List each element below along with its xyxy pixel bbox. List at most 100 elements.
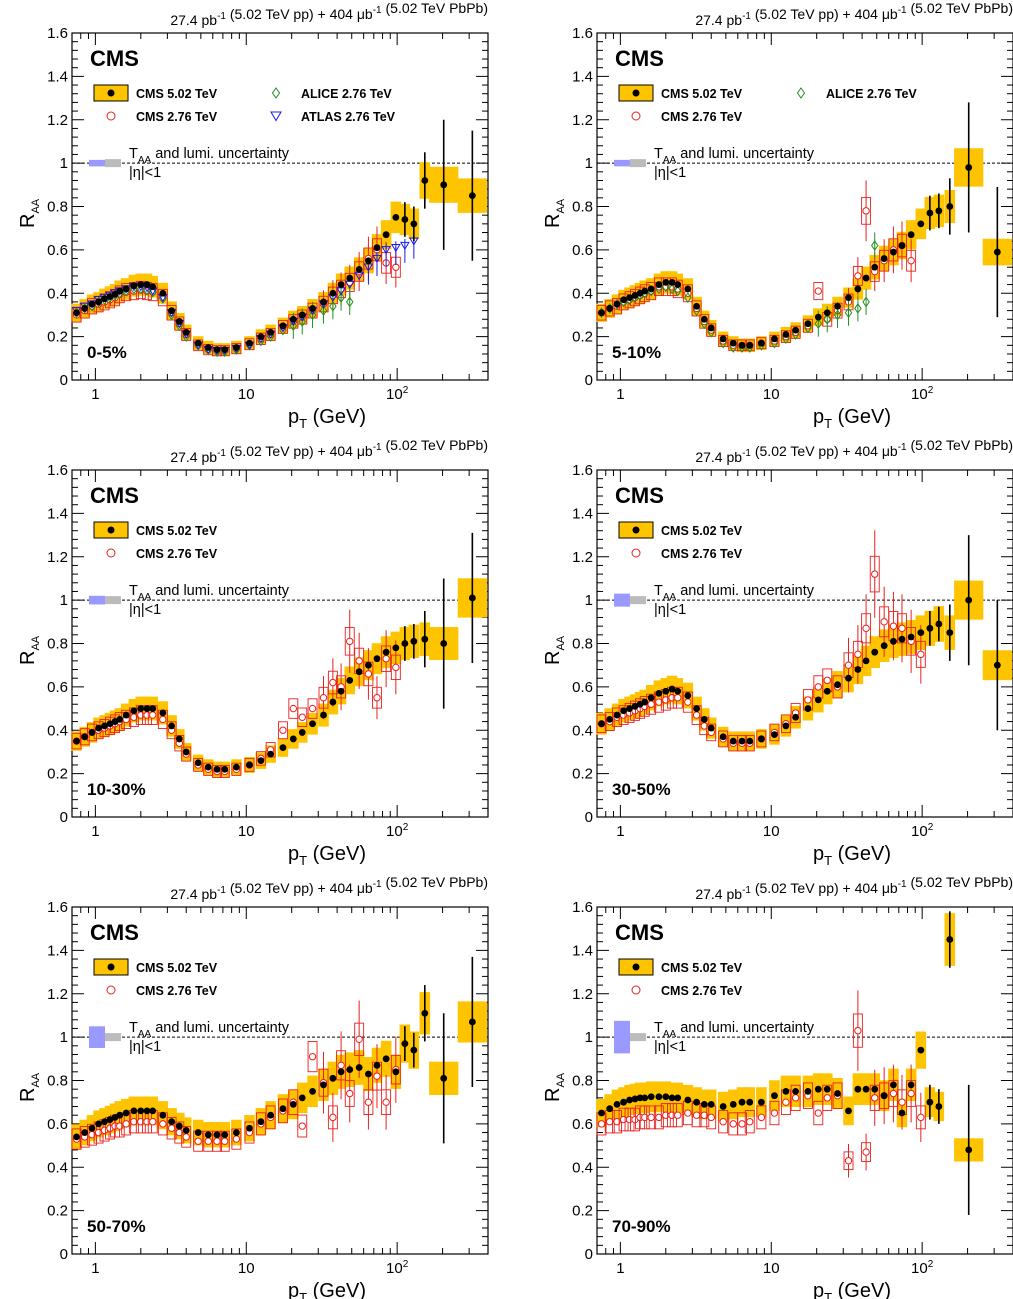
taa-uncertainty-box <box>89 595 105 605</box>
cms502-point <box>401 640 409 647</box>
cms276-point <box>844 1157 853 1165</box>
cms276-point <box>308 1052 317 1061</box>
cms502-point <box>221 765 229 773</box>
cms502-point <box>95 298 102 306</box>
cms502-point <box>771 335 778 343</box>
cms502-point <box>935 1103 943 1110</box>
cms276-syst-box <box>813 282 824 301</box>
legend: CMS 5.02 TeV CMS 2.76 TeV <box>618 521 743 561</box>
luminosity-header: 27.4 pb-1 (5.02 TeV pp) + 404 μb-1 (5.02… <box>170 0 488 28</box>
cms502-point <box>946 203 954 210</box>
cms502-point <box>674 281 682 288</box>
panel-5-10pct: 27.4 pb-1 (5.02 TeV pp) + 404 μb-1 (5.02… <box>542 0 1013 431</box>
cms276-point <box>674 1111 682 1119</box>
cms502-point <box>871 648 879 656</box>
cms502-point <box>668 1094 676 1102</box>
cms502-point <box>267 750 275 758</box>
cms502-point <box>757 1098 765 1106</box>
legend-entry: ALICE 2.76 TeV <box>826 87 917 101</box>
cms502-point <box>309 720 316 728</box>
cms502-point <box>626 294 633 301</box>
cms276-point <box>364 1098 373 1106</box>
cms276-syst-box <box>166 721 177 740</box>
legend-cms502-dot <box>632 963 640 971</box>
cms502-point <box>782 331 790 338</box>
cms502-point <box>392 213 400 221</box>
cms502-point <box>382 648 390 656</box>
taa-uncertainty-label: TAA and lumi. uncertainty <box>654 146 815 166</box>
experiment-label: CMS <box>615 46 664 71</box>
cms502-point <box>175 318 183 325</box>
cms502-point <box>213 765 221 773</box>
cms502-point <box>346 676 354 684</box>
cms502-point <box>707 1100 715 1108</box>
cms502-point <box>845 674 852 682</box>
cms276-point <box>823 1094 831 1102</box>
cms502-point <box>410 637 418 645</box>
cms502-point <box>101 295 108 303</box>
cms502-point <box>917 629 925 637</box>
eta-label: |η|<1 <box>129 165 161 181</box>
cms502-point <box>890 1081 897 1089</box>
legend-entry: CMS 5.02 TeV <box>661 87 743 101</box>
cms502-point <box>221 1131 229 1139</box>
y-tick-label: 1 <box>585 155 593 172</box>
cms502-point <box>613 300 621 308</box>
legend-cms276-marker <box>106 111 116 121</box>
cms276-point <box>898 624 906 633</box>
cms276-syst-box <box>219 1130 230 1152</box>
cms276-point <box>757 1113 766 1122</box>
cms276-syst-box <box>832 1082 843 1109</box>
cms276-syst-box <box>756 730 767 748</box>
legend-cms502-dot <box>632 89 640 97</box>
cms502-point <box>329 289 337 297</box>
cms276-syst-box <box>297 707 308 727</box>
taa-uncertainty-box <box>89 1026 105 1048</box>
cms276-syst-box <box>672 1103 683 1128</box>
cms502-point <box>279 1105 287 1113</box>
cms502-point <box>168 722 175 730</box>
cms502-point <box>175 735 183 743</box>
cms502-point <box>221 346 229 354</box>
taa-uncertainty-label: TAA and lumi. uncertainty <box>129 583 290 603</box>
cms502-point <box>320 1081 327 1089</box>
cms502-point <box>168 1118 175 1126</box>
alice-point <box>833 309 842 321</box>
cms276-point <box>692 711 701 719</box>
centrality-label: 5-10% <box>612 343 661 362</box>
cms502-point <box>309 305 316 312</box>
y-tick-label: 1.6 <box>47 899 68 916</box>
cms502-point <box>143 705 151 712</box>
cms502-point <box>143 1107 151 1115</box>
y-tick-label: 1.2 <box>47 986 68 1003</box>
y-tick-label: 0.8 <box>572 1073 593 1090</box>
cms276-point <box>782 1098 790 1106</box>
cms502-point <box>771 731 778 738</box>
cms502-point <box>738 737 746 745</box>
cms502-point <box>719 1103 727 1110</box>
cms276-syst-box <box>255 751 266 766</box>
legend-entry: CMS 2.76 TeV <box>136 547 218 561</box>
alice-point <box>298 316 307 327</box>
y-tick-label: 1.4 <box>572 942 593 959</box>
cms276-point <box>729 1120 737 1128</box>
cms276-point <box>898 1098 906 1106</box>
cms276-point <box>204 1137 212 1145</box>
cms502-point <box>116 716 124 723</box>
cms276-point <box>319 694 328 702</box>
cms502-point <box>655 281 663 288</box>
cms502-point <box>917 220 925 228</box>
cms502-point <box>898 635 906 643</box>
cms502-point <box>854 666 862 673</box>
cms276-point <box>907 257 915 265</box>
cms502-point <box>880 255 888 262</box>
cms502-point <box>834 302 841 310</box>
cms502-point <box>440 640 448 647</box>
cms502-point <box>73 737 80 745</box>
cms502-point <box>182 1126 190 1134</box>
cms276-syst-box <box>166 1116 177 1140</box>
cms502-point <box>854 285 862 293</box>
cms502-point <box>935 620 943 628</box>
y-tick-label: 0.4 <box>47 285 68 302</box>
cms276-syst-box <box>307 1041 318 1073</box>
